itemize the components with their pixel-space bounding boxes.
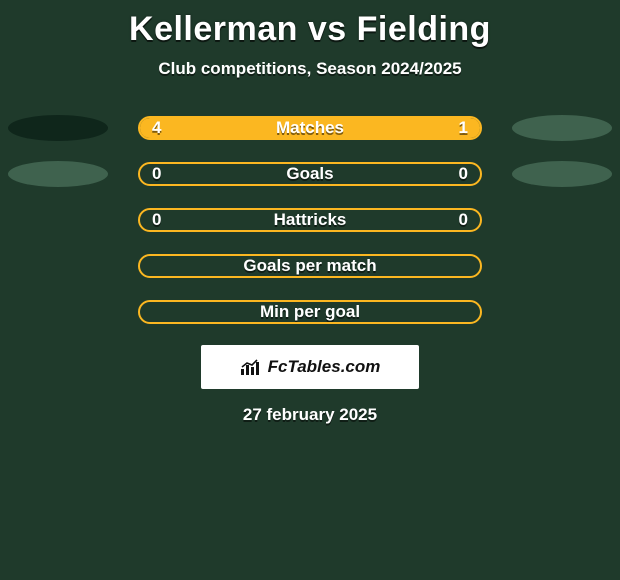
- brand-label: FcTables.com: [268, 357, 381, 377]
- date-text: 27 february 2025: [0, 405, 620, 425]
- player-shadow-right: [512, 161, 612, 187]
- infographic-root: Kellerman vs Fielding Club competitions,…: [0, 0, 620, 425]
- stat-row-hattricks: Hattricks0 0: [0, 197, 620, 243]
- fill-left: [140, 118, 412, 138]
- stat-value-right: 1: [459, 118, 468, 138]
- player-shadow-right: [512, 115, 612, 141]
- stat-value-right: 0: [459, 164, 468, 184]
- stat-row-gpm: Goals per match: [0, 243, 620, 289]
- stat-label: Goals: [140, 164, 480, 184]
- stat-label: Min per goal: [140, 302, 480, 322]
- subtitle: Club competitions, Season 2024/2025: [0, 59, 620, 79]
- stat-bar: Min per goal: [138, 300, 482, 324]
- stat-value-left: 4: [152, 118, 161, 138]
- brand-chart-icon: [240, 358, 262, 376]
- stat-bar: Hattricks0 0: [138, 208, 482, 232]
- fill-right: [412, 118, 480, 138]
- stat-value-left: 0: [152, 164, 161, 184]
- stat-value-left: 0: [152, 210, 161, 230]
- page-title: Kellerman vs Fielding: [0, 10, 620, 49]
- player-shadow-left: [8, 161, 108, 187]
- stat-bar: Matches41: [138, 116, 482, 140]
- player-shadow-left: [8, 115, 108, 141]
- stat-bars: Matches41Goals00Hattricks00Goals per mat…: [0, 105, 620, 335]
- stat-row-matches: Matches41: [0, 105, 620, 151]
- brand-badge: FcTables.com: [201, 345, 419, 389]
- stat-label: Hattricks: [140, 210, 480, 230]
- stat-bar: Goals0 0: [138, 162, 482, 186]
- stat-value-right: 0: [459, 210, 468, 230]
- stat-row-goals: Goals0 0: [0, 151, 620, 197]
- stat-bar: Goals per match: [138, 254, 482, 278]
- stat-row-mpg: Min per goal: [0, 289, 620, 335]
- stat-label: Goals per match: [140, 256, 480, 276]
